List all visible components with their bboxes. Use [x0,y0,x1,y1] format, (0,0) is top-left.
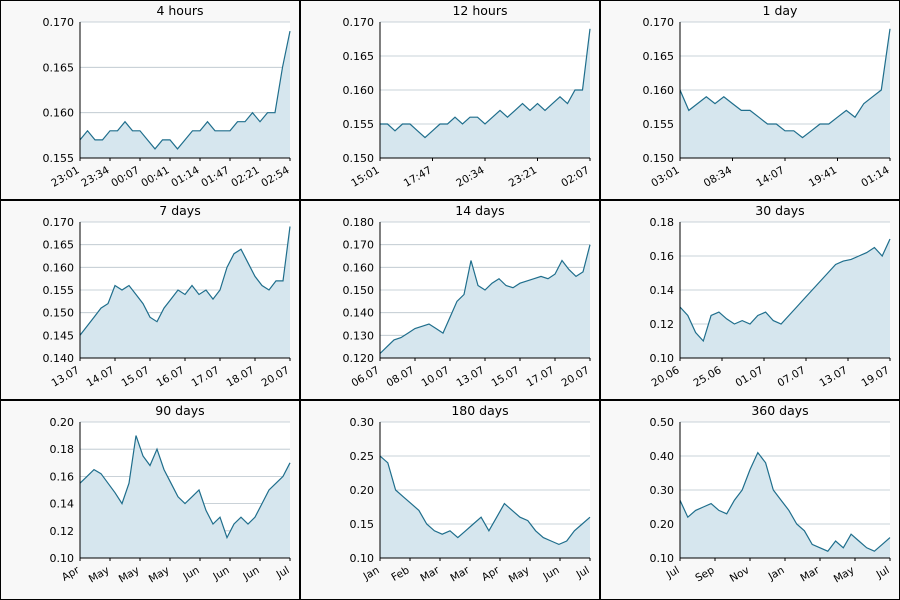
y-tick-label: 0.170 [43,16,75,29]
chart-title: 7 days [159,203,200,218]
series-area [80,226,290,358]
series-line [379,244,591,354]
y-tick-label: 0.18 [50,443,75,456]
series-line [679,28,891,139]
series-line [379,455,591,546]
y-tick-label: 0.155 [643,118,675,131]
series-area [80,31,290,159]
y-tick-label: 0.160 [343,84,375,97]
y-tick-label: 0.180 [343,216,375,229]
series-area [380,244,590,358]
y-tick-label: 0.130 [343,329,375,342]
series-area [380,28,590,158]
chart-panel: 7 days 0.140 0.145 0.150 0.155 0.160 0.165 0.17… [0,200,300,400]
y-tick-label: 0.145 [43,329,75,342]
y-tick-label: 0.20 [350,484,375,497]
y-tick-label: 0.120 [343,352,375,365]
y-tick-label: 0.12 [650,318,675,331]
y-tick-label: 0.20 [50,416,75,429]
y-tick-label: 0.25 [350,450,375,463]
series-area [680,239,890,358]
series-line [79,435,291,540]
y-tick-label: 0.170 [343,16,375,29]
chart-title: 12 hours [452,3,507,18]
chart-panel: 14 days 0.120 0.130 0.140 0.150 0.160 0.170 0.1… [300,200,600,400]
y-tick-label: 0.165 [343,50,375,63]
y-tick-label: 0.160 [643,84,675,97]
y-tick-label: 0.20 [650,518,675,531]
chart-title: 4 hours [156,3,203,18]
x-tick-label: Jul [664,564,682,581]
y-tick-label: 0.14 [50,498,75,511]
y-tick-label: 0.14 [650,284,675,297]
series-line [79,30,291,150]
y-tick-label: 0.160 [343,261,375,274]
y-tick-label: 0.140 [43,352,75,365]
series-line [679,451,891,552]
y-tick-label: 0.170 [643,16,675,29]
y-tick-label: 0.18 [650,216,675,229]
y-tick-label: 0.150 [643,152,675,165]
y-tick-label: 0.165 [643,50,675,63]
y-tick-label: 0.16 [50,470,75,483]
y-tick-label: 0.150 [343,284,375,297]
y-tick-label: 0.140 [343,307,375,320]
chart-title: 1 day [763,3,799,18]
y-tick-label: 0.50 [650,416,675,429]
chart-title: 30 days [755,203,804,218]
y-tick-label: 0.155 [43,152,75,165]
y-tick-label: 0.155 [43,284,75,297]
series-area [80,435,290,558]
y-tick-label: 0.170 [43,216,75,229]
y-tick-label: 0.165 [43,61,75,74]
y-tick-label: 0.15 [350,518,375,531]
series-area [680,28,890,158]
y-tick-label: 0.10 [650,352,675,365]
chart-title: 14 days [455,203,504,218]
chart-title: 180 days [451,403,508,418]
y-tick-label: 0.40 [650,450,675,463]
x-tick-label: Jul [574,564,592,581]
y-tick-label: 0.10 [50,552,75,565]
series-line [380,28,591,139]
y-tick-label: 0.155 [343,118,375,131]
y-tick-label: 0.150 [343,152,375,165]
y-tick-label: 0.160 [43,107,75,120]
x-tick-label: Jul [274,564,292,581]
chart-panel: 4 hours0.1550.1600.1650.17023:0123:3400:… [0,0,300,200]
y-tick-label: 0.12 [50,525,75,538]
y-tick-label: 0.170 [343,239,375,252]
y-tick-label: 0.10 [650,552,675,565]
series-line [79,226,291,336]
chart-title: 360 days [751,403,808,418]
y-tick-label: 0.160 [43,261,75,274]
y-tick-label: 0.30 [350,416,375,429]
y-tick-label: 0.150 [43,307,75,320]
y-tick-label: 0.10 [350,552,375,565]
y-tick-label: 0.30 [650,484,675,497]
y-tick-label: 0.16 [650,250,675,263]
y-tick-label: 0.165 [43,239,75,252]
chart-title: 90 days [155,403,204,418]
x-tick-label: Jul [874,564,892,581]
series-line [679,238,891,343]
